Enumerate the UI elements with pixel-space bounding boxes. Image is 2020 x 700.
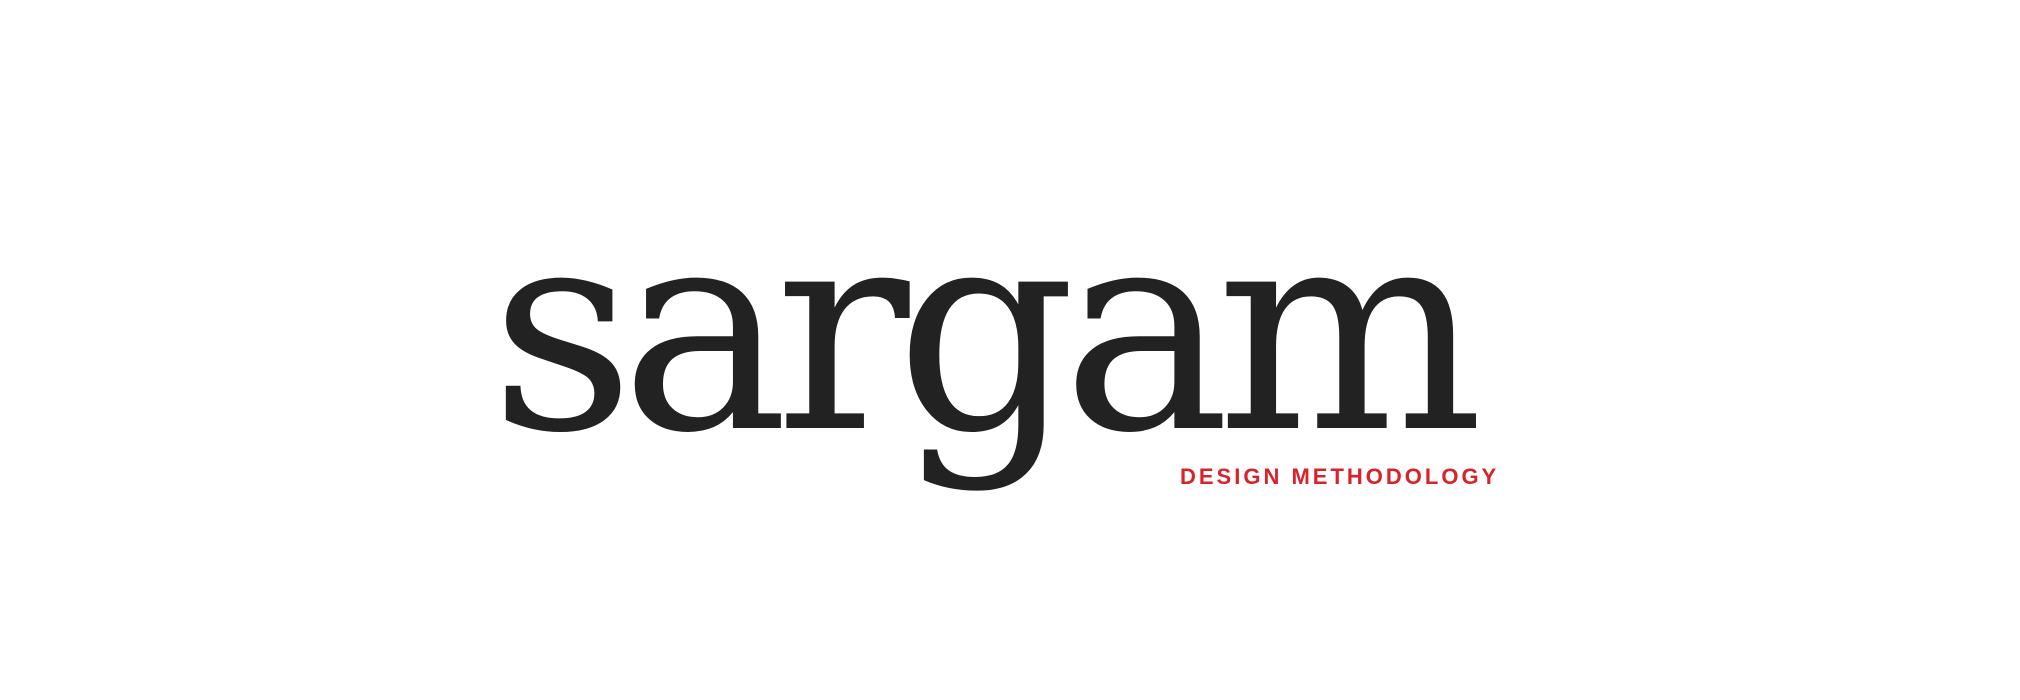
logo-lockup: sargam DESIGN METHODOLOGY (490, 190, 1550, 570)
brand-wordmark: sargam (490, 166, 1484, 495)
brand-tagline: DESIGN METHODOLOGY (1180, 464, 1500, 489)
